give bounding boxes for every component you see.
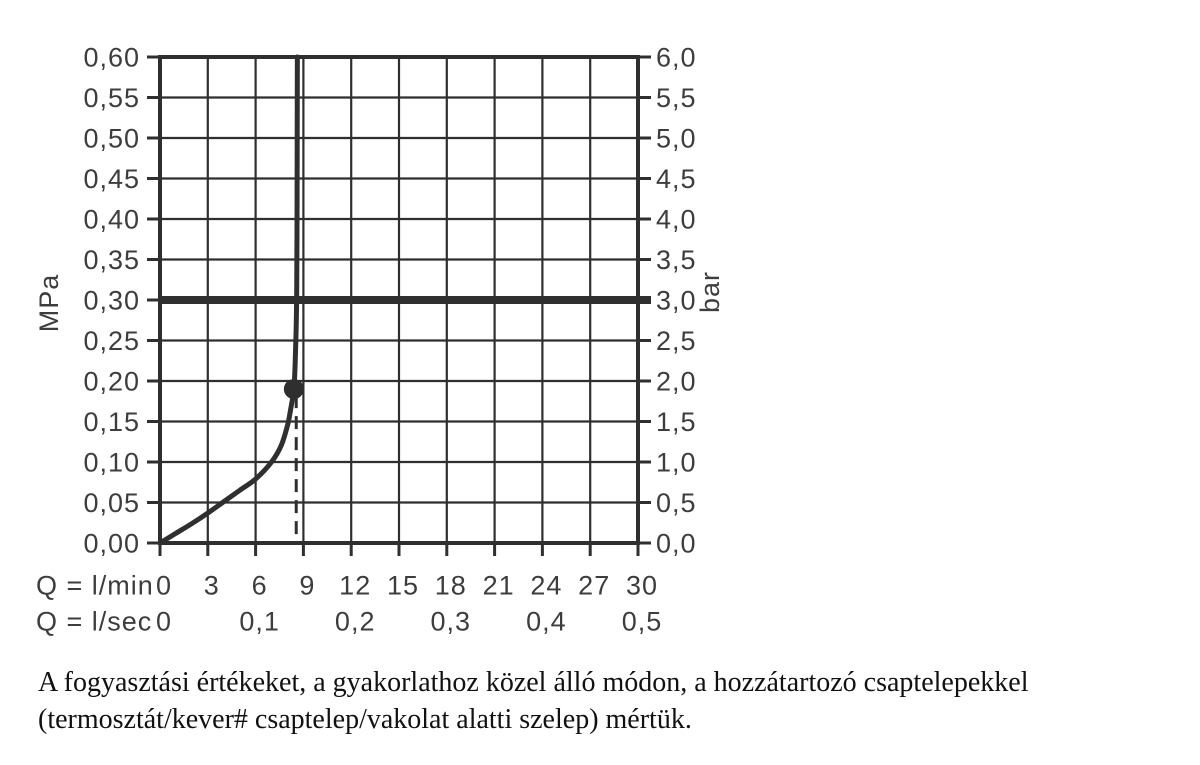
x-axis-lmin-label: 30 <box>626 570 658 600</box>
right-axis-tick-label: 6,0 <box>656 42 697 72</box>
right-axis-tick-label: 4,5 <box>656 164 697 194</box>
left-axis-tick-label: 0,20 <box>83 366 140 396</box>
x-axis-lsec-label: 0,4 <box>526 606 567 636</box>
right-axis-tick-label: 3,0 <box>656 285 697 315</box>
x-axis-lsec-title: Q = l/sec <box>36 606 152 636</box>
right-axis-tick-label: 4,0 <box>656 204 697 234</box>
x-axis-lmin-label: 6 <box>252 570 268 600</box>
x-axis-lmin-title: Q = l/min <box>36 570 154 600</box>
left-axis-tick-label: 0,05 <box>83 488 140 518</box>
left-axis-tick-label: 0,55 <box>83 83 140 113</box>
right-axis-tick-label: 1,0 <box>656 447 697 477</box>
caption-line-2: (termosztát/kever# csaptelep/vakolat ala… <box>38 704 692 735</box>
x-axis-lsec-label: 0,5 <box>622 606 663 636</box>
y-axis-right-unit: bar <box>695 271 725 313</box>
right-axis-tick-label: 0,5 <box>656 488 697 518</box>
y-axis-left-unit: MPa <box>34 274 64 333</box>
x-axis-lmin-label: 3 <box>204 570 220 600</box>
left-axis-tick-label: 0,15 <box>83 407 140 437</box>
right-axis-tick-label: 2,0 <box>656 366 697 396</box>
left-axis-tick-label: 0,30 <box>83 285 140 315</box>
operating-point-marker <box>283 379 304 400</box>
right-axis-tick-label: 5,5 <box>656 83 697 113</box>
x-axis-lsec-label: 0 <box>156 606 172 636</box>
right-axis-tick-label: 5,0 <box>656 123 697 153</box>
x-axis-lmin-label: 12 <box>339 570 371 600</box>
left-axis-tick-label: 0,60 <box>83 42 140 72</box>
caption-line-1: A fogyasztási értékeket, a gyakorlathoz … <box>38 667 1029 698</box>
left-axis-tick-label: 0,45 <box>83 164 140 194</box>
x-axis-lmin-label: 21 <box>483 570 515 600</box>
x-axis-lsec-label: 0,3 <box>431 606 472 636</box>
left-axis-tick-label: 0,10 <box>83 447 140 477</box>
left-axis-tick-label: 0,00 <box>83 528 140 558</box>
flow-chart: 0,000,050,100,150,200,250,300,350,400,45… <box>34 42 725 636</box>
flow-curve <box>157 54 300 546</box>
right-axis-tick-label: 1,5 <box>656 407 697 437</box>
x-axis-lmin-label: 9 <box>299 570 315 600</box>
right-axis-tick-label: 0,0 <box>656 528 697 558</box>
x-axis-lmin-label: 24 <box>530 570 562 600</box>
x-axis-lmin-label: 27 <box>578 570 610 600</box>
left-axis-tick-label: 0,50 <box>83 123 140 153</box>
x-axis-lmin-label: 0 <box>156 570 172 600</box>
left-axis-tick-label: 0,35 <box>83 245 140 275</box>
caption: A fogyasztási értékeket, a gyakorlathoz … <box>38 664 1158 738</box>
left-axis-tick-label: 0,25 <box>83 326 140 356</box>
right-axis-tick-label: 3,5 <box>656 245 697 275</box>
right-axis-tick-label: 2,5 <box>656 326 697 356</box>
x-axis-lmin-label: 18 <box>435 570 467 600</box>
left-axis-tick-label: 0,40 <box>83 204 140 234</box>
x-axis-lsec-label: 0,1 <box>239 606 280 636</box>
x-axis-lsec-label: 0,2 <box>335 606 376 636</box>
x-axis-lmin-label: 15 <box>387 570 419 600</box>
